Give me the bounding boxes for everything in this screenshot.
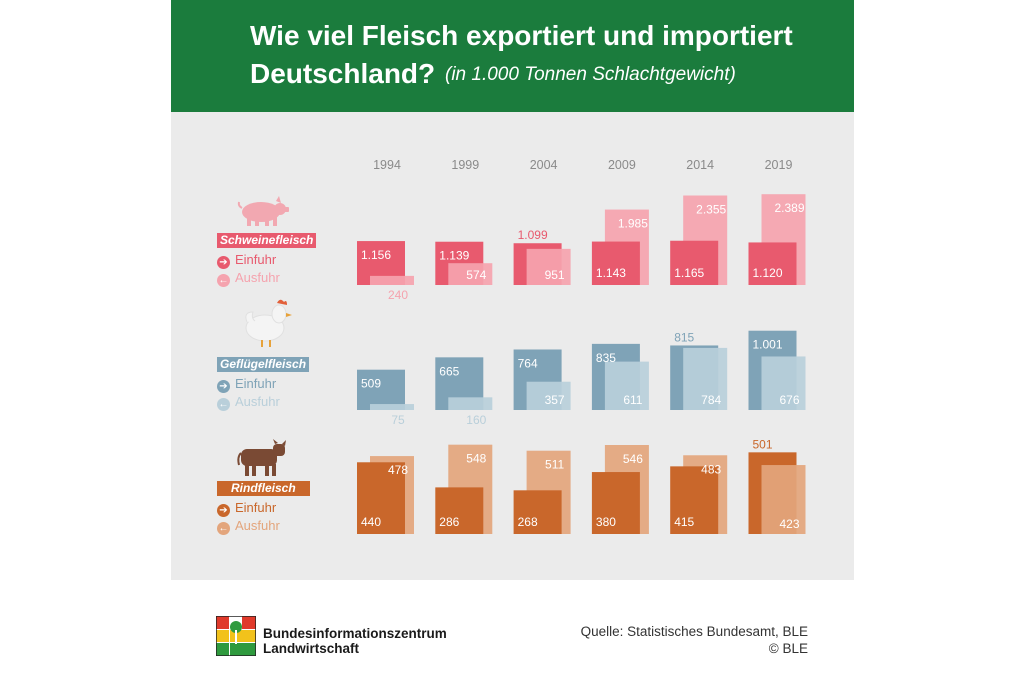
import-value-label: 1.139 bbox=[439, 249, 469, 263]
year-label: 2014 bbox=[686, 158, 714, 172]
legend-poultry-export: ← Ausfuhr bbox=[217, 394, 280, 411]
export-value-label: 357 bbox=[545, 393, 565, 407]
legend-pork-title: Schweinefleisch bbox=[217, 233, 317, 248]
import-value-label: 1.156 bbox=[361, 248, 391, 262]
year-label: 2009 bbox=[608, 158, 636, 172]
export-bar bbox=[526, 248, 571, 285]
export-value-label: 951 bbox=[545, 268, 565, 282]
export-value-label: 2.355 bbox=[696, 203, 726, 217]
export-value-label: 784 bbox=[701, 393, 721, 407]
import-bar bbox=[435, 487, 484, 534]
arrow-right-icon: ➔ bbox=[217, 504, 230, 517]
import-value-label: 665 bbox=[439, 364, 459, 378]
cow-icon bbox=[237, 439, 286, 476]
bar-chart: 1994 1999 2004 2009 2014 2019 1.156 240 1.139 57… bbox=[237, 158, 806, 534]
export-value-label: 574 bbox=[466, 268, 486, 282]
legend-beef-title: Rindfleisch bbox=[217, 481, 310, 496]
title-line-2: Deutschland? bbox=[250, 58, 436, 89]
legend-poultry-import: ➔ Einfuhr bbox=[217, 376, 277, 393]
export-value-label: 676 bbox=[779, 393, 799, 407]
import-bar bbox=[357, 369, 405, 410]
export-bar bbox=[370, 275, 414, 285]
pig-icon bbox=[237, 196, 289, 226]
arrow-left-icon: ← bbox=[217, 398, 230, 411]
year-label: 1994 bbox=[373, 158, 401, 172]
arrow-right-icon: ➔ bbox=[217, 256, 230, 269]
export-value-label: 546 bbox=[623, 452, 643, 466]
legend-import-label: Einfuhr bbox=[235, 376, 277, 391]
legend-beef-import: ➔ Einfuhr bbox=[217, 500, 277, 517]
import-bar bbox=[670, 466, 719, 534]
export-bar bbox=[761, 356, 806, 410]
export-value-label: 160 bbox=[466, 413, 486, 427]
year-label: 2019 bbox=[765, 158, 793, 172]
import-value-label: 1.165 bbox=[674, 266, 704, 280]
export-value-label: 611 bbox=[623, 393, 642, 407]
title-line-1: Wie viel Fleisch exportiert und importie… bbox=[250, 20, 793, 51]
import-value-label: 815 bbox=[674, 330, 694, 344]
export-bar bbox=[370, 404, 414, 410]
infographic-panel: Wie viel Fleisch exportiert und importie… bbox=[171, 0, 854, 580]
import-value-label: 501 bbox=[753, 437, 773, 451]
export-value-label: 2.389 bbox=[774, 201, 804, 215]
legend-export-label: Ausfuhr bbox=[235, 518, 280, 533]
export-value-label: 423 bbox=[779, 517, 799, 531]
header-banner: Wie viel Fleisch exportiert und importie… bbox=[171, 0, 854, 112]
ble-logo bbox=[216, 616, 256, 656]
import-value-label: 509 bbox=[361, 377, 381, 391]
export-bar bbox=[448, 397, 493, 410]
import-value-label: 1.120 bbox=[753, 266, 783, 280]
legend-pork-import: ➔ Einfuhr bbox=[217, 252, 277, 269]
import-bar bbox=[513, 490, 562, 534]
arrow-left-icon: ← bbox=[217, 274, 230, 287]
export-bar bbox=[604, 361, 649, 410]
import-value-label: 286 bbox=[439, 515, 459, 529]
legend-import-label: Einfuhr bbox=[235, 252, 277, 267]
import-value-label: 764 bbox=[518, 356, 538, 370]
import-value-label: 415 bbox=[674, 515, 694, 529]
export-bar bbox=[761, 465, 806, 534]
import-value-label: 835 bbox=[596, 351, 616, 365]
legend-export-label: Ausfuhr bbox=[235, 270, 280, 285]
chicken-icon bbox=[245, 299, 292, 347]
arrow-right-icon: ➔ bbox=[217, 380, 230, 393]
arrow-left-icon: ← bbox=[217, 522, 230, 535]
import-bar bbox=[591, 241, 640, 285]
year-label: 2004 bbox=[530, 158, 558, 172]
import-bar bbox=[591, 472, 640, 534]
legend-export-label: Ausfuhr bbox=[235, 394, 280, 409]
import-bar bbox=[357, 462, 405, 534]
import-value-label: 380 bbox=[596, 515, 616, 529]
export-value-label: 1.985 bbox=[618, 217, 648, 231]
legend-poultry-title: Geflügelfleisch bbox=[217, 357, 310, 372]
import-value-label: 440 bbox=[361, 515, 381, 529]
legend-beef-export: ← Ausfuhr bbox=[217, 518, 280, 535]
export-bar bbox=[683, 347, 728, 410]
export-value-label: 75 bbox=[391, 413, 405, 427]
import-bar bbox=[748, 242, 797, 285]
org-name-line-1: Bundesinformationszentrum bbox=[263, 626, 447, 641]
year-label: 1999 bbox=[451, 158, 479, 172]
import-bar bbox=[670, 240, 719, 285]
legend-import-label: Einfuhr bbox=[235, 500, 277, 515]
export-value-label: 511 bbox=[545, 458, 564, 472]
export-bar bbox=[448, 263, 493, 285]
import-value-label: 1.143 bbox=[596, 266, 626, 280]
export-bar bbox=[526, 381, 571, 410]
copyright-note: © BLE bbox=[768, 641, 808, 656]
source-note: Quelle: Statistisches Bundesamt, BLE bbox=[580, 624, 808, 639]
import-value-label: 1.099 bbox=[518, 228, 548, 242]
import-value-label: 268 bbox=[518, 515, 538, 529]
export-value-label: 478 bbox=[388, 463, 408, 477]
export-value-label: 483 bbox=[701, 462, 721, 476]
org-name-line-2: Landwirtschaft bbox=[263, 641, 360, 656]
export-value-label: 240 bbox=[388, 288, 408, 302]
legend-pork-export: ← Ausfuhr bbox=[217, 270, 280, 287]
import-value-label: 1.001 bbox=[753, 338, 783, 352]
export-value-label: 548 bbox=[466, 452, 486, 466]
subtitle: (in 1.000 Tonnen Schlachtgewicht) bbox=[445, 64, 736, 85]
